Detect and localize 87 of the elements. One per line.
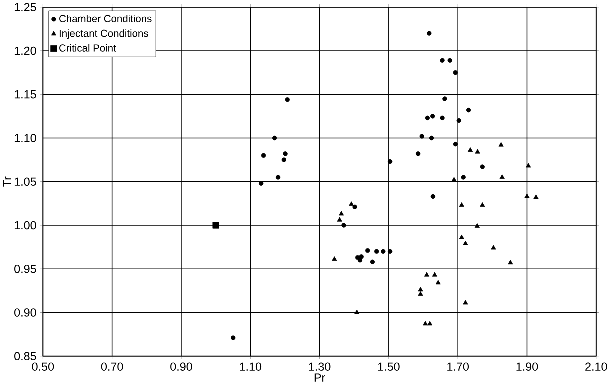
x-tick-label: 0.90 — [170, 362, 192, 371]
point — [468, 148, 474, 152]
y-tick-label: 0.95 — [14, 264, 36, 274]
y-tick-label: 1.05 — [14, 178, 36, 186]
y-tick-label: 0.90 — [14, 308, 36, 317]
point — [212, 222, 220, 229]
point — [440, 58, 445, 63]
point — [352, 204, 358, 210]
legend-label: Chamber Conditions — [60, 14, 152, 22]
point — [534, 194, 539, 200]
point — [480, 164, 485, 170]
x-tick-label: 1.70 — [448, 362, 469, 371]
x-tick-label: 1.50 — [378, 362, 400, 371]
point — [463, 300, 468, 305]
point — [374, 249, 380, 254]
point — [282, 158, 287, 162]
point — [231, 336, 236, 340]
point — [463, 240, 468, 246]
point — [349, 202, 354, 206]
point — [358, 258, 363, 263]
y-axis-title: Tr — [3, 176, 12, 187]
point — [508, 260, 514, 265]
point — [491, 245, 496, 250]
point — [337, 217, 342, 222]
point — [480, 202, 486, 207]
point — [430, 114, 436, 119]
point — [285, 97, 290, 102]
point — [459, 234, 464, 240]
point — [448, 58, 452, 63]
x-tick-label: 1.90 — [516, 362, 538, 371]
point — [442, 96, 448, 102]
point — [370, 260, 376, 264]
point — [283, 152, 288, 156]
point — [425, 116, 430, 120]
y-tick-label: 1.00 — [14, 221, 36, 230]
point — [456, 118, 462, 124]
point — [466, 108, 472, 113]
point — [261, 153, 266, 158]
legend-label: Injectant Conditions — [60, 30, 148, 40]
y-tick-label: 1.20 — [14, 46, 36, 56]
x-tick-label: 0.70 — [101, 362, 124, 371]
x-tick-label: 1.30 — [309, 362, 331, 371]
point — [500, 174, 505, 180]
point — [436, 280, 441, 285]
point — [420, 134, 424, 139]
point — [388, 159, 393, 164]
point — [259, 181, 264, 186]
point — [429, 136, 434, 141]
point — [453, 142, 458, 147]
point — [440, 116, 445, 120]
point — [359, 254, 364, 260]
point — [453, 70, 458, 76]
point — [432, 272, 438, 277]
legend-label: Critical Point — [60, 44, 116, 52]
point — [475, 149, 480, 154]
point — [416, 152, 421, 156]
point — [418, 287, 424, 292]
point — [428, 321, 433, 326]
point — [498, 142, 504, 147]
point — [424, 272, 430, 277]
point — [276, 175, 281, 180]
y-tick-label: 1.25 — [14, 3, 36, 12]
point — [474, 223, 480, 228]
x-tick-label: 0.50 — [32, 362, 54, 371]
y-tick-label: 0.85 — [14, 352, 36, 360]
point — [427, 31, 432, 36]
point — [423, 321, 428, 326]
point — [430, 194, 436, 200]
point — [461, 175, 466, 180]
x-tick-label: 1.10 — [240, 362, 262, 371]
point — [524, 194, 530, 198]
x-tick-label: 2.10 — [586, 362, 608, 371]
point — [342, 223, 346, 228]
point — [526, 163, 532, 168]
point — [366, 248, 370, 254]
point — [381, 249, 386, 254]
point — [272, 136, 278, 141]
point — [388, 249, 393, 254]
y-tick-label: 1.10 — [14, 134, 36, 142]
point — [459, 202, 464, 207]
point — [339, 211, 344, 216]
point — [354, 310, 360, 314]
point — [332, 256, 338, 262]
y-tick-label: 1.15 — [14, 90, 36, 99]
point — [452, 177, 457, 182]
point — [418, 291, 424, 296]
x-axis-title: Pr — [314, 374, 326, 382]
